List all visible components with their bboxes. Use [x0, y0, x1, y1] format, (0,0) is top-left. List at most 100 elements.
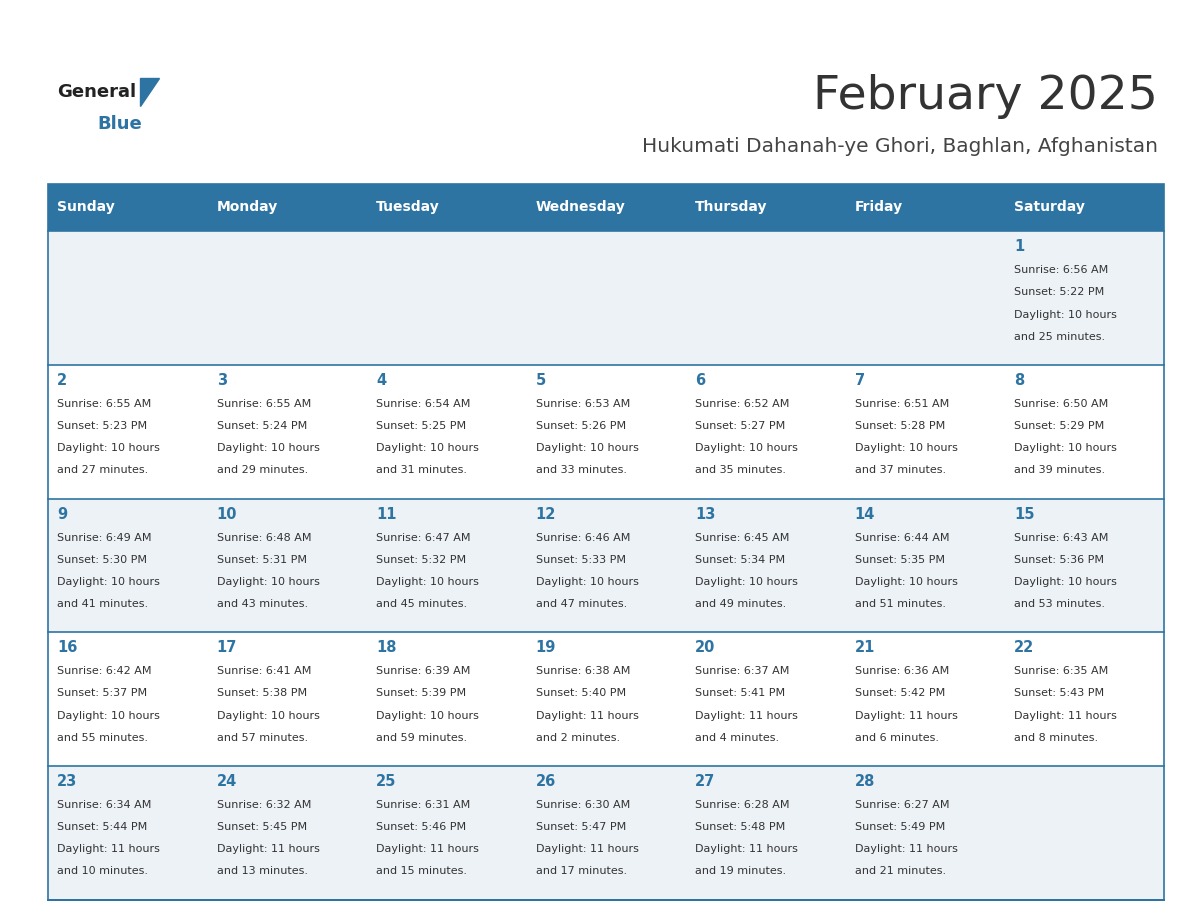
- Text: 20: 20: [695, 641, 715, 655]
- Text: Sunrise: 6:34 AM: Sunrise: 6:34 AM: [57, 800, 151, 810]
- Text: and 8 minutes.: and 8 minutes.: [1015, 733, 1099, 743]
- Text: and 31 minutes.: and 31 minutes.: [377, 465, 467, 476]
- Text: Sunrise: 6:52 AM: Sunrise: 6:52 AM: [695, 399, 790, 409]
- Text: Sunrise: 6:32 AM: Sunrise: 6:32 AM: [216, 800, 311, 810]
- Bar: [367, 766, 526, 900]
- Bar: [48, 633, 207, 766]
- Text: Saturday: Saturday: [1015, 200, 1085, 215]
- Text: Daylight: 11 hours: Daylight: 11 hours: [536, 711, 639, 721]
- Text: Sunrise: 6:43 AM: Sunrise: 6:43 AM: [1015, 532, 1108, 543]
- Bar: [367, 633, 526, 766]
- Text: 17: 17: [216, 641, 236, 655]
- Text: and 15 minutes.: and 15 minutes.: [377, 867, 467, 876]
- Text: 10: 10: [216, 507, 238, 521]
- Bar: [48, 766, 207, 900]
- Text: 15: 15: [1015, 507, 1035, 521]
- Text: and 29 minutes.: and 29 minutes.: [216, 465, 308, 476]
- Text: Daylight: 11 hours: Daylight: 11 hours: [57, 845, 160, 854]
- Text: Sunset: 5:24 PM: Sunset: 5:24 PM: [216, 421, 307, 431]
- Text: Daylight: 10 hours: Daylight: 10 hours: [377, 577, 479, 587]
- Text: Sunset: 5:22 PM: Sunset: 5:22 PM: [1015, 287, 1105, 297]
- Text: Sunset: 5:25 PM: Sunset: 5:25 PM: [377, 421, 466, 431]
- Text: Sunrise: 6:36 AM: Sunrise: 6:36 AM: [854, 666, 949, 677]
- Text: and 10 minutes.: and 10 minutes.: [57, 867, 148, 876]
- Text: Sunset: 5:34 PM: Sunset: 5:34 PM: [695, 554, 785, 565]
- Text: Daylight: 11 hours: Daylight: 11 hours: [377, 845, 479, 854]
- Text: Sunday: Sunday: [57, 200, 115, 215]
- Text: Sunset: 5:40 PM: Sunset: 5:40 PM: [536, 688, 626, 699]
- Text: Sunset: 5:42 PM: Sunset: 5:42 PM: [854, 688, 944, 699]
- Text: and 45 minutes.: and 45 minutes.: [377, 599, 467, 609]
- Bar: [845, 633, 1005, 766]
- Text: 26: 26: [536, 774, 556, 789]
- Text: Sunrise: 6:46 AM: Sunrise: 6:46 AM: [536, 532, 630, 543]
- Text: 23: 23: [57, 774, 77, 789]
- Text: Daylight: 10 hours: Daylight: 10 hours: [536, 443, 639, 453]
- Text: General: General: [57, 83, 137, 101]
- Text: and 17 minutes.: and 17 minutes.: [536, 867, 627, 876]
- Text: Sunset: 5:41 PM: Sunset: 5:41 PM: [695, 688, 785, 699]
- Text: Sunrise: 6:38 AM: Sunrise: 6:38 AM: [536, 666, 630, 677]
- Bar: [685, 633, 845, 766]
- Bar: [685, 365, 845, 498]
- Bar: [685, 231, 845, 365]
- Bar: [48, 365, 207, 498]
- Text: Sunset: 5:46 PM: Sunset: 5:46 PM: [377, 823, 466, 832]
- Bar: [685, 184, 845, 231]
- Text: Daylight: 10 hours: Daylight: 10 hours: [57, 443, 160, 453]
- Text: Sunset: 5:39 PM: Sunset: 5:39 PM: [377, 688, 466, 699]
- Text: Sunset: 5:35 PM: Sunset: 5:35 PM: [854, 554, 944, 565]
- Text: 21: 21: [854, 641, 876, 655]
- Text: Daylight: 10 hours: Daylight: 10 hours: [216, 577, 320, 587]
- Text: Sunset: 5:28 PM: Sunset: 5:28 PM: [854, 421, 944, 431]
- Text: and 19 minutes.: and 19 minutes.: [695, 867, 786, 876]
- Bar: [845, 766, 1005, 900]
- Text: 9: 9: [57, 507, 68, 521]
- Text: and 41 minutes.: and 41 minutes.: [57, 599, 148, 609]
- Text: Monday: Monday: [216, 200, 278, 215]
- Text: Daylight: 11 hours: Daylight: 11 hours: [216, 845, 320, 854]
- Bar: [526, 184, 685, 231]
- Text: and 47 minutes.: and 47 minutes.: [536, 599, 627, 609]
- Bar: [207, 766, 367, 900]
- Text: 5: 5: [536, 373, 546, 388]
- Bar: [207, 184, 367, 231]
- Text: Sunset: 5:38 PM: Sunset: 5:38 PM: [216, 688, 307, 699]
- Text: Sunset: 5:23 PM: Sunset: 5:23 PM: [57, 421, 147, 431]
- Text: Sunset: 5:45 PM: Sunset: 5:45 PM: [216, 823, 307, 832]
- Text: 3: 3: [216, 373, 227, 388]
- Text: and 13 minutes.: and 13 minutes.: [216, 867, 308, 876]
- Text: Sunrise: 6:45 AM: Sunrise: 6:45 AM: [695, 532, 790, 543]
- Text: Daylight: 10 hours: Daylight: 10 hours: [854, 577, 958, 587]
- Text: Sunset: 5:36 PM: Sunset: 5:36 PM: [1015, 554, 1105, 565]
- Text: 11: 11: [377, 507, 397, 521]
- Text: Sunset: 5:43 PM: Sunset: 5:43 PM: [1015, 688, 1105, 699]
- Text: Daylight: 11 hours: Daylight: 11 hours: [695, 845, 798, 854]
- Bar: [1005, 365, 1164, 498]
- Text: and 49 minutes.: and 49 minutes.: [695, 599, 786, 609]
- Bar: [685, 766, 845, 900]
- Bar: [845, 184, 1005, 231]
- Text: Sunrise: 6:50 AM: Sunrise: 6:50 AM: [1015, 399, 1108, 409]
- Text: 12: 12: [536, 507, 556, 521]
- Text: Sunrise: 6:31 AM: Sunrise: 6:31 AM: [377, 800, 470, 810]
- Text: 24: 24: [216, 774, 236, 789]
- Text: Sunrise: 6:49 AM: Sunrise: 6:49 AM: [57, 532, 152, 543]
- Text: and 37 minutes.: and 37 minutes.: [854, 465, 946, 476]
- Text: 6: 6: [695, 373, 706, 388]
- Text: Sunrise: 6:42 AM: Sunrise: 6:42 AM: [57, 666, 152, 677]
- Text: Daylight: 10 hours: Daylight: 10 hours: [57, 577, 160, 587]
- Text: and 59 minutes.: and 59 minutes.: [377, 733, 467, 743]
- Bar: [207, 365, 367, 498]
- Bar: [1005, 184, 1164, 231]
- Text: Daylight: 10 hours: Daylight: 10 hours: [216, 443, 320, 453]
- Text: Daylight: 10 hours: Daylight: 10 hours: [216, 711, 320, 721]
- Bar: [48, 498, 207, 633]
- Text: and 35 minutes.: and 35 minutes.: [695, 465, 786, 476]
- Text: Daylight: 10 hours: Daylight: 10 hours: [854, 443, 958, 453]
- Text: Sunrise: 6:54 AM: Sunrise: 6:54 AM: [377, 399, 470, 409]
- Text: Sunset: 5:44 PM: Sunset: 5:44 PM: [57, 823, 147, 832]
- Text: Sunrise: 6:35 AM: Sunrise: 6:35 AM: [1015, 666, 1108, 677]
- Text: Thursday: Thursday: [695, 200, 767, 215]
- Text: Daylight: 10 hours: Daylight: 10 hours: [695, 443, 798, 453]
